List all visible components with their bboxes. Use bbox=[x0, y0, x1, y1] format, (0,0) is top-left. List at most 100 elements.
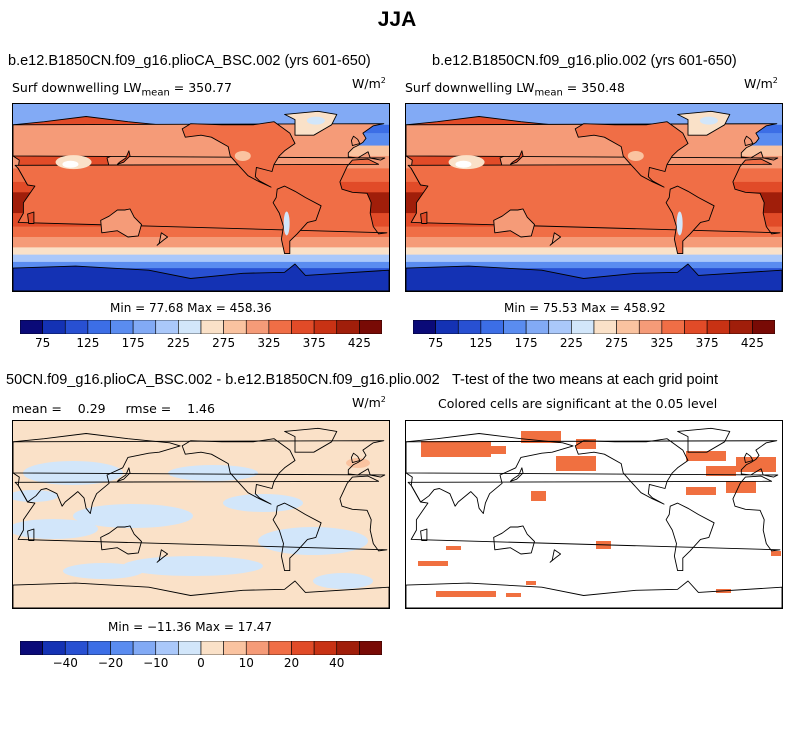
land-samerica bbox=[272, 185, 322, 255]
colorbar-box bbox=[110, 641, 134, 655]
colorbar-box bbox=[245, 641, 270, 655]
variable-label-top-right: Surf downwelling LWmean = 350.48 bbox=[405, 80, 625, 99]
coastline-antarctica bbox=[406, 580, 782, 608]
land-europe bbox=[406, 123, 779, 161]
coastline-japan bbox=[509, 467, 524, 482]
colorbar-tick-label: 325 bbox=[650, 336, 674, 350]
colorbar-box bbox=[457, 320, 482, 334]
variable-name: Surf downwelling LW bbox=[12, 80, 142, 95]
colorbar-box bbox=[525, 320, 550, 334]
map-top-left bbox=[12, 103, 390, 292]
mean-label: mean bbox=[534, 87, 563, 99]
land-japan bbox=[509, 150, 524, 165]
greenland-min bbox=[699, 116, 718, 125]
variable-name: Surf downwelling LW bbox=[405, 80, 535, 95]
colorbar-tick-label: 375 bbox=[695, 336, 719, 350]
colorbar-box bbox=[223, 641, 247, 655]
colorbar-tick-label: 175 bbox=[121, 336, 145, 350]
coastline-asia bbox=[406, 433, 574, 514]
colorbar-box bbox=[480, 320, 504, 334]
coastline-newzealand bbox=[549, 549, 562, 563]
lw-band bbox=[406, 247, 782, 256]
lw-band bbox=[406, 268, 782, 280]
minmax-bottom-left: Min = −11.36 Max = 17.47 bbox=[108, 620, 273, 634]
panel-title-top-left: b.e12.B1850CN.f09_g16.plioCA_BSC.002 (yr… bbox=[8, 53, 371, 69]
colorbar-box bbox=[223, 320, 247, 334]
coastline-namerica bbox=[181, 438, 296, 505]
coastline-madagascar bbox=[420, 528, 428, 541]
lw-band bbox=[406, 236, 782, 248]
subtitle-bottom-right: Colored cells are significant at the 0.0… bbox=[438, 396, 718, 411]
diff-negative-region bbox=[123, 556, 263, 576]
diff-negative-region bbox=[313, 573, 373, 589]
land-britain bbox=[350, 135, 361, 147]
significant-cells bbox=[506, 593, 521, 597]
significant-cells bbox=[486, 446, 506, 454]
lw-band bbox=[13, 247, 389, 256]
rockies-min bbox=[627, 150, 644, 161]
colorbar-tick-label: −40 bbox=[52, 656, 78, 670]
land-madagascar bbox=[27, 211, 35, 224]
colorbar-box bbox=[413, 320, 436, 334]
significant-cells bbox=[556, 456, 596, 471]
rockies-min bbox=[234, 150, 251, 161]
significant-cells bbox=[686, 451, 726, 461]
significant-cells bbox=[436, 591, 496, 597]
coastline-europe bbox=[13, 440, 386, 478]
land-newzealand bbox=[156, 232, 169, 246]
units-label-top-left: W/m2 bbox=[352, 76, 386, 92]
colorbar-box bbox=[20, 641, 43, 655]
coastline-namerica bbox=[574, 438, 689, 505]
colorbar-tick-label: 275 bbox=[212, 336, 236, 350]
map-top-right bbox=[405, 103, 783, 292]
land-japan bbox=[116, 150, 131, 165]
units-label-top-right: W/m2 bbox=[744, 76, 778, 92]
colorbar-box bbox=[132, 641, 157, 655]
land-antarctica bbox=[13, 263, 389, 291]
colorbar-tick-label: 40 bbox=[329, 656, 345, 670]
significant-cells bbox=[531, 491, 546, 501]
colorbar-box bbox=[435, 320, 459, 334]
land-europe bbox=[13, 123, 386, 161]
colorbar-box bbox=[64, 641, 89, 655]
significant-cells bbox=[418, 561, 448, 566]
diff-negative-region bbox=[258, 527, 368, 555]
colorbar-tick-label: 325 bbox=[257, 336, 281, 350]
tibet-core bbox=[455, 160, 472, 168]
significant-cells bbox=[421, 441, 491, 457]
colorbar-box bbox=[336, 320, 360, 334]
land-australia bbox=[100, 208, 142, 238]
colorbar-box bbox=[87, 641, 111, 655]
colorbar-box bbox=[729, 320, 753, 334]
diff-negative-region bbox=[223, 494, 303, 512]
land-madagascar bbox=[420, 211, 428, 224]
map-bottom-right bbox=[405, 420, 783, 609]
panel-title-top-right: b.e12.B1850CN.f09_g16.plio.002 (yrs 601-… bbox=[432, 53, 737, 69]
significant-cells bbox=[736, 457, 776, 472]
colorbar-ticks-top-right: 75 125 175 225 275 325 375 425 bbox=[413, 336, 775, 352]
coastline-britain bbox=[743, 452, 754, 464]
colorbar-box bbox=[593, 320, 617, 334]
coastline-greenland bbox=[284, 427, 338, 453]
colorbar-top-right bbox=[413, 320, 775, 334]
mean-value: = 350.77 bbox=[173, 80, 232, 95]
lw-band bbox=[13, 226, 389, 238]
panel-title-bottom-left: 50CN.f09_g16.plioCA_BSC.002 - b.e12.B185… bbox=[6, 372, 440, 388]
colorbar-tick-label: −10 bbox=[143, 656, 169, 670]
colorbar-box bbox=[313, 320, 338, 334]
coastline-newzealand bbox=[156, 549, 169, 563]
mean-value: = 350.48 bbox=[566, 80, 625, 95]
diff-negative-region bbox=[73, 504, 193, 528]
colorbar-box bbox=[616, 320, 640, 334]
significant-cells bbox=[446, 546, 461, 550]
colorbar-box bbox=[245, 320, 270, 334]
colorbar-box bbox=[752, 320, 775, 334]
colorbar-box bbox=[291, 641, 315, 655]
units-label-bottom-left: W/m2 bbox=[352, 395, 386, 411]
colorbar-tick-label: 10 bbox=[238, 656, 254, 670]
colorbar-box bbox=[638, 320, 663, 334]
colorbar-ticks-bottom-left: −40 −20 −10 0 10 20 40 bbox=[20, 656, 382, 672]
map-bottom-left bbox=[12, 420, 390, 609]
lw-band bbox=[406, 261, 782, 269]
coastline-britain bbox=[350, 452, 361, 464]
